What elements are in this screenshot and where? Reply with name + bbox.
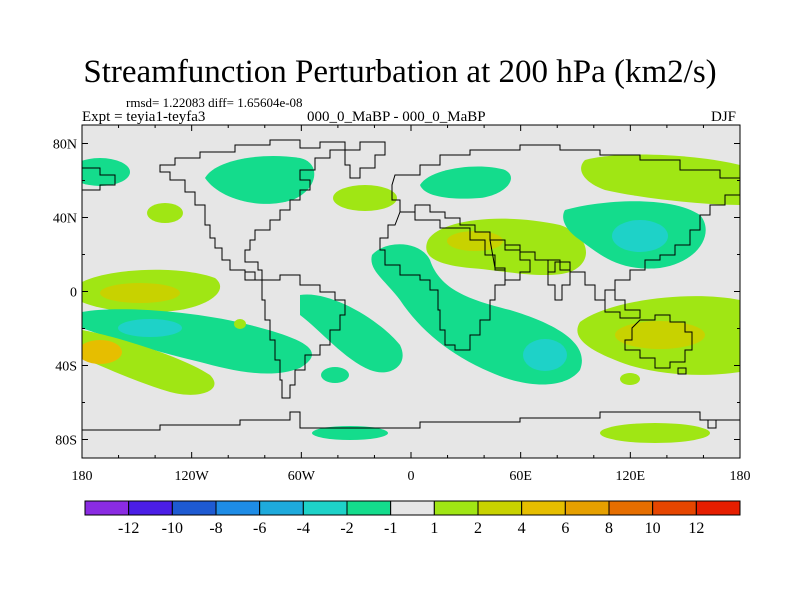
coastline-north-america bbox=[82, 139, 346, 281]
y-tick-label: 40S bbox=[55, 360, 77, 375]
y-tick-label: 40N bbox=[53, 212, 77, 227]
anomaly-region-south-atlantic-small bbox=[321, 367, 349, 383]
coastline-greenland bbox=[344, 141, 386, 179]
colorbar-swatch bbox=[128, 500, 173, 516]
colorbar-label: -10 bbox=[162, 520, 183, 537]
coastline-india bbox=[547, 259, 571, 301]
coastline-small-islands bbox=[244, 271, 717, 429]
colorbar-label: 12 bbox=[688, 520, 704, 537]
x-tick-label: 180 bbox=[72, 469, 93, 484]
colorbar: -12 -10 -8 -6 -4 -2 -1 1 2 4 6 8 10 12 bbox=[84, 500, 741, 537]
x-tick-label: 120W bbox=[175, 469, 210, 484]
colorbar-swatch bbox=[346, 500, 392, 516]
anomaly-region-australia-peak bbox=[615, 321, 705, 349]
y-tick-label: 0 bbox=[70, 286, 77, 301]
colorbar-label: 1 bbox=[430, 520, 438, 537]
anomaly-region-south-atlantic bbox=[300, 294, 403, 373]
colorbar-swatch bbox=[171, 500, 217, 516]
colorbar-label: -12 bbox=[118, 520, 139, 537]
colorbar-label: 2 bbox=[474, 520, 482, 537]
colorbar-swatch bbox=[521, 500, 566, 516]
coastline-eurasia bbox=[391, 144, 740, 301]
y-tick-label: 80N bbox=[53, 138, 77, 153]
anomaly-region-north-pacific bbox=[82, 158, 130, 186]
colorbar-swatch bbox=[215, 500, 261, 516]
anomaly-region-eurasia-north bbox=[420, 166, 511, 199]
anomaly-region-small-dot bbox=[234, 319, 246, 329]
stats-line: rmsd= 1.22083 diff= 1.65604e-08 bbox=[126, 95, 303, 110]
anomaly-region-south-pacific-peak-positive bbox=[82, 340, 122, 364]
colorbar-swatch bbox=[477, 500, 523, 516]
anomaly-region-asia-peak bbox=[447, 231, 503, 251]
x-tick-label: 60W bbox=[288, 469, 316, 484]
colorbar-swatch bbox=[259, 500, 304, 516]
colorbar-label: -6 bbox=[253, 520, 266, 537]
colorbar-label: -2 bbox=[340, 520, 353, 537]
colorbar-label: 8 bbox=[605, 520, 613, 537]
colorbar-label: -8 bbox=[209, 520, 222, 537]
anomaly-region-indian-peak bbox=[523, 339, 567, 371]
experiment-label: Expt = teyia1-teyfa3 bbox=[82, 109, 206, 125]
colorbar-swatch bbox=[652, 500, 697, 516]
anomaly-region-north-atlantic bbox=[333, 185, 397, 211]
x-tick-label: 60E bbox=[509, 469, 532, 484]
x-axis: 180 120W 60W 0 60E 120E 180 bbox=[72, 125, 751, 484]
coastline-australia bbox=[624, 314, 693, 369]
colorbar-swatch bbox=[84, 500, 130, 516]
coastline-africa bbox=[379, 211, 506, 351]
colorbar-label: 6 bbox=[561, 520, 569, 537]
coastline-south-america bbox=[261, 274, 346, 399]
colorbar-label: 10 bbox=[645, 520, 661, 537]
colorbar-swatch bbox=[390, 500, 435, 516]
anomaly-region-npacific-small bbox=[147, 203, 183, 223]
y-tick-label: 80S bbox=[55, 434, 77, 449]
colorbar-swatch bbox=[695, 500, 741, 516]
chart-title: Streamfunction Perturbation at 200 hPa (… bbox=[83, 54, 717, 90]
colorbar-label: -4 bbox=[297, 520, 310, 537]
anomaly-region-australia-small bbox=[620, 373, 640, 385]
coastlines bbox=[82, 139, 740, 431]
anomaly-region-tropical-pacific-peak bbox=[100, 283, 180, 303]
colorbar-label: -1 bbox=[384, 520, 397, 537]
coastline-se-asia bbox=[604, 289, 641, 319]
anomaly-region-north-america bbox=[205, 156, 315, 204]
anomaly-region-south-pacific-peak bbox=[118, 319, 182, 337]
anomaly-region-southern-ocean bbox=[312, 426, 388, 440]
anomaly-region-arctic-asia bbox=[581, 154, 740, 205]
coastline-antarctica bbox=[82, 411, 740, 431]
x-tick-label: 120E bbox=[616, 469, 646, 484]
anomaly-region-east-asia-peak bbox=[612, 220, 668, 252]
colorbar-swatch bbox=[302, 500, 348, 516]
anomaly-region-antarctic bbox=[600, 423, 710, 443]
x-tick-label: 0 bbox=[408, 469, 415, 484]
colorbar-swatch bbox=[564, 500, 610, 516]
x-tick-label: 180 bbox=[730, 469, 751, 484]
experiment-names: 000_0_MaBP - 000_0_MaBP bbox=[307, 109, 486, 125]
anomaly-field bbox=[82, 154, 740, 443]
colorbar-label: 4 bbox=[518, 520, 526, 537]
colorbar-swatch bbox=[433, 500, 479, 516]
coastline-arabia bbox=[489, 239, 531, 281]
y-axis: 80N 40N 0 40S 80S bbox=[53, 138, 740, 449]
season-label: DJF bbox=[711, 109, 737, 125]
colorbar-swatch bbox=[608, 500, 654, 516]
